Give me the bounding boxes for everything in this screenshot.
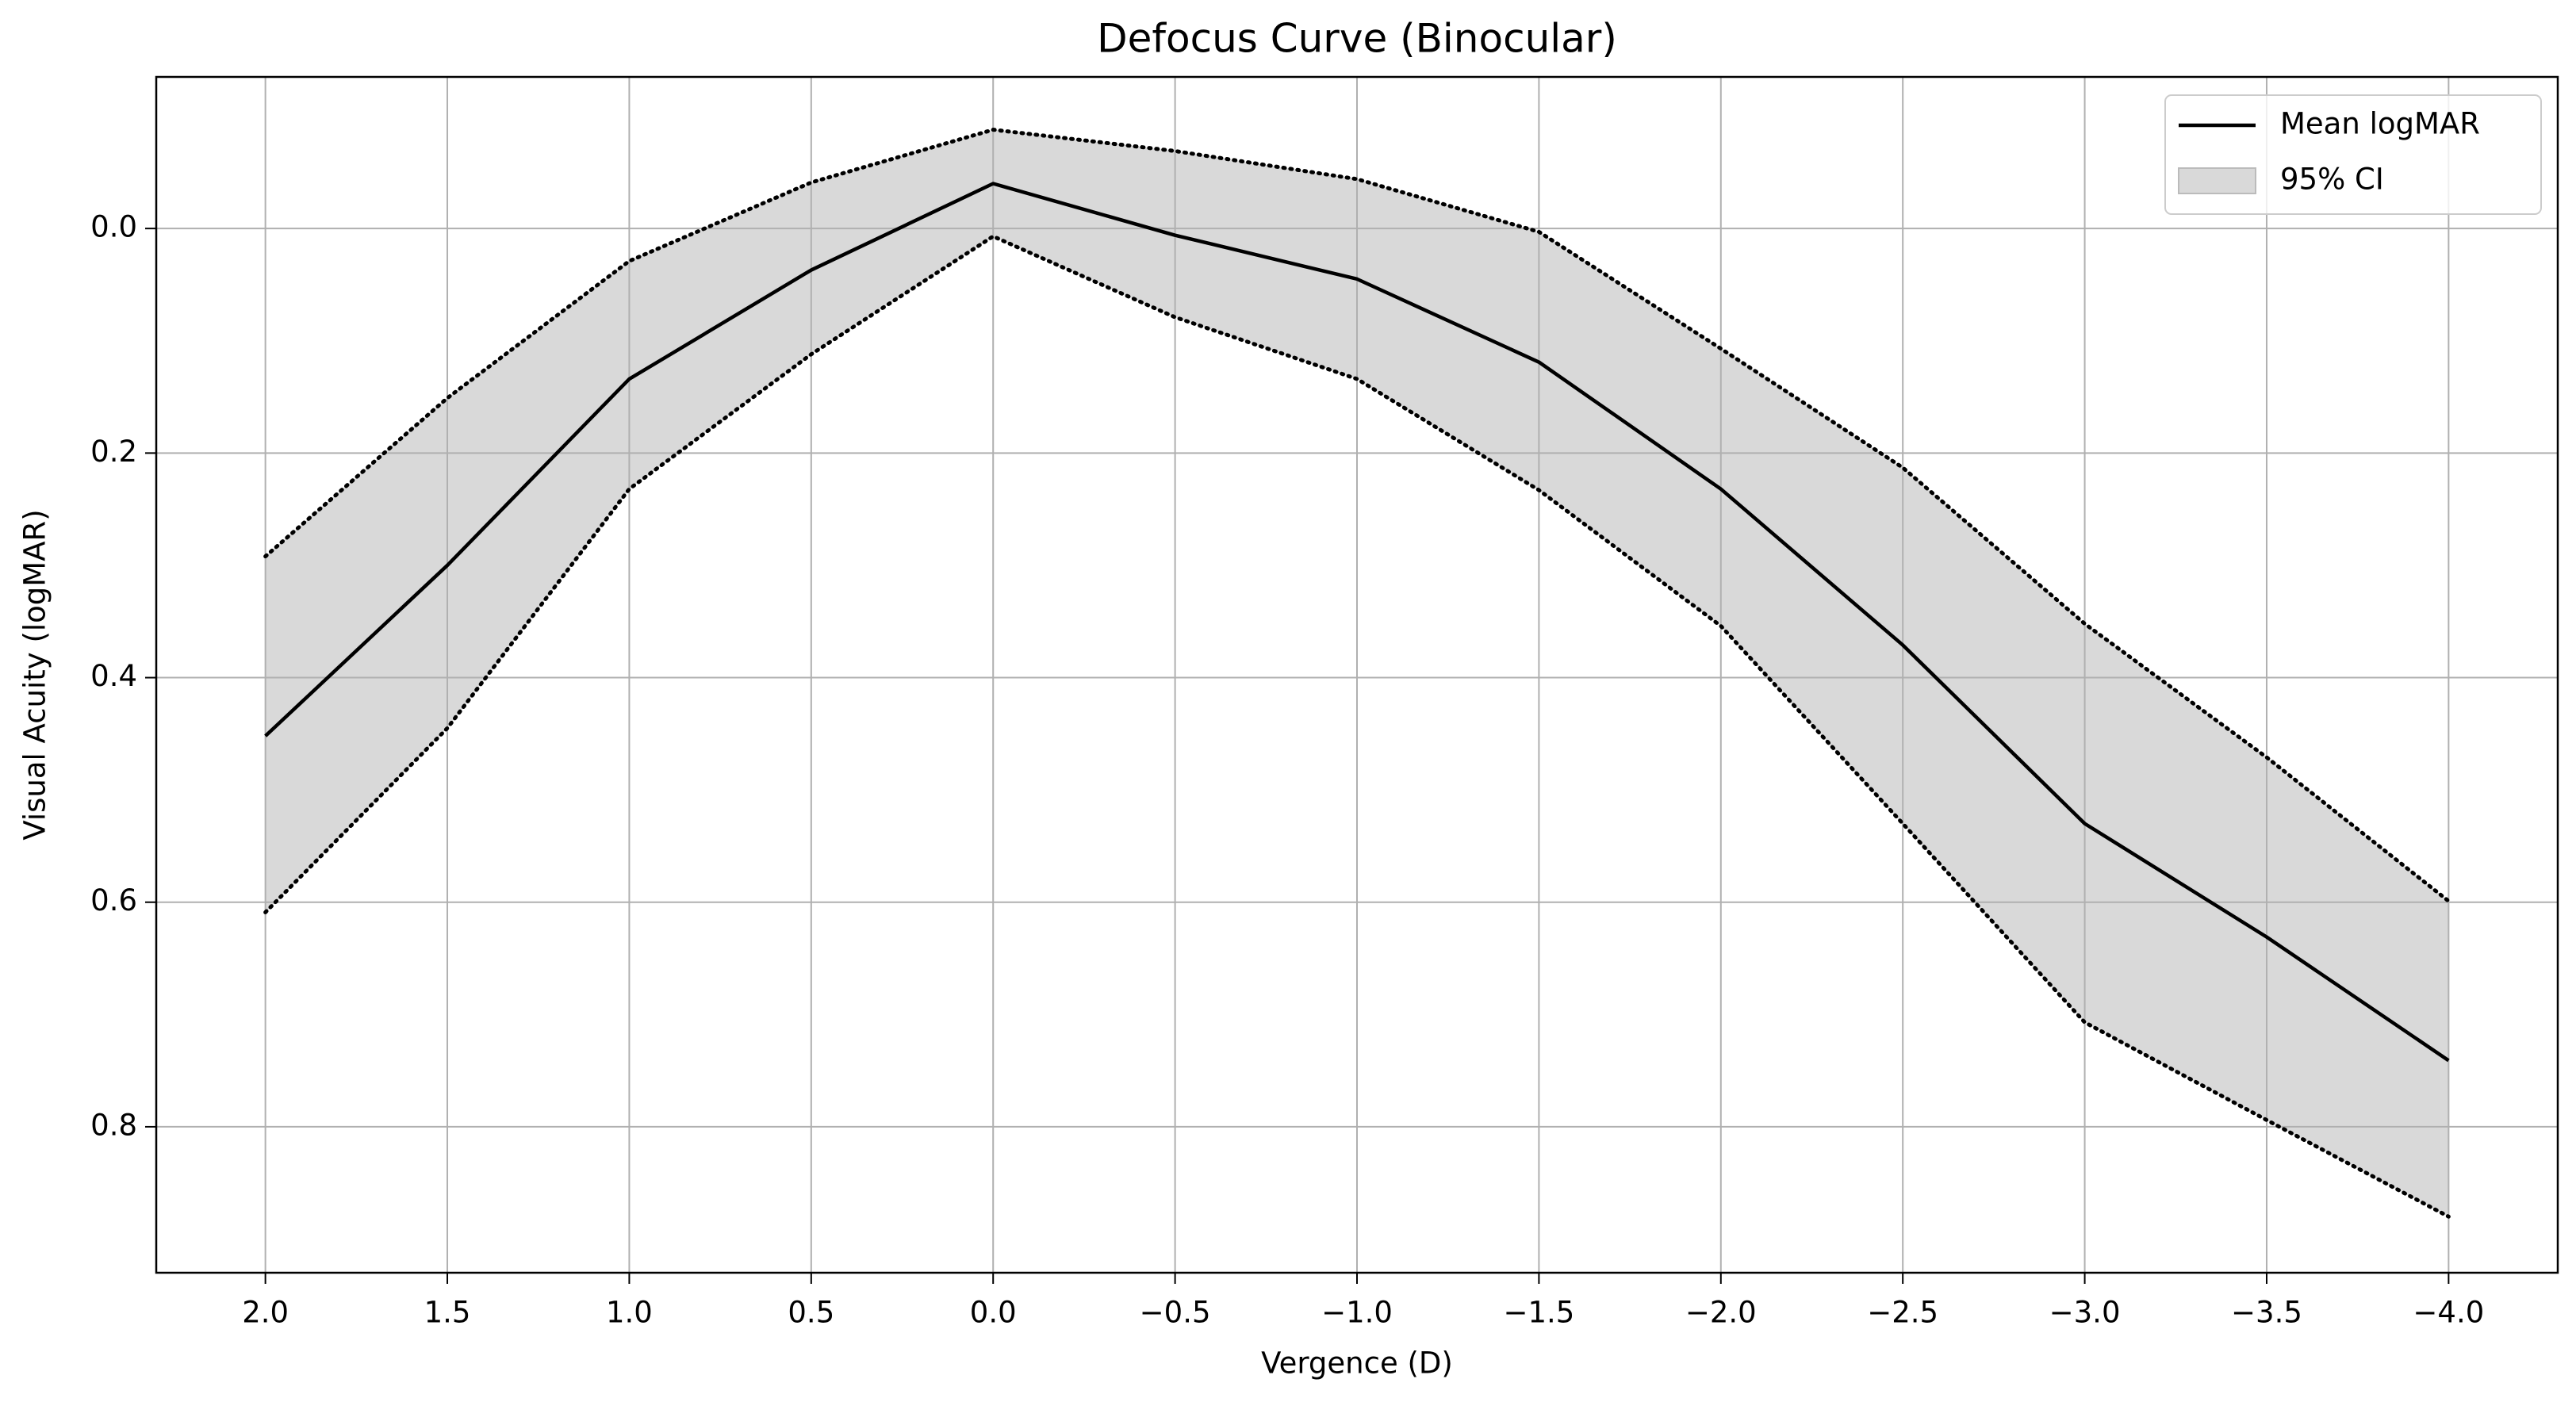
chart-title: Defocus Curve (Binocular): [1097, 16, 1617, 62]
x-tick-label: −2.0: [1685, 1296, 1757, 1330]
x-tick-label: −3.0: [2049, 1296, 2121, 1330]
x-tick-label: 0.0: [970, 1296, 1017, 1330]
x-tick-label: −3.5: [2231, 1296, 2302, 1330]
x-tick-label: −0.5: [1140, 1296, 1211, 1330]
legend-box: [2164, 94, 2542, 215]
legend-label: Mean logMAR: [2280, 107, 2480, 141]
x-tick-label: −1.0: [1321, 1296, 1393, 1330]
x-tick-label: 0.5: [788, 1296, 834, 1330]
y-axis-label: Visual Acuity (logMAR): [18, 509, 52, 840]
y-tick-label: 0.8: [90, 1108, 137, 1142]
y-tick-label: 0.6: [90, 883, 137, 917]
x-tick-label: 1.5: [424, 1296, 471, 1330]
ci-lower-line: [263, 234, 2451, 1219]
y-tick-label: 0.2: [90, 435, 137, 469]
plot-frame: [155, 75, 2559, 1274]
legend-patch: [2178, 167, 2256, 194]
x-tick-label: 2.0: [242, 1296, 289, 1330]
legend-label: 95% CI: [2280, 163, 2384, 197]
y-tick-label: 0.4: [90, 659, 137, 693]
x-tick-label: −1.5: [1503, 1296, 1574, 1330]
x-tick-label: 1.0: [606, 1296, 653, 1330]
y-tick-label: 0.0: [90, 210, 137, 244]
mean-line: [264, 182, 2450, 1063]
ci-upper-line: [263, 128, 2451, 903]
x-axis-label: Vergence (D): [1261, 1346, 1453, 1381]
x-tick-label: −4.0: [2413, 1296, 2484, 1330]
x-tick-label: −2.5: [1867, 1296, 1938, 1330]
